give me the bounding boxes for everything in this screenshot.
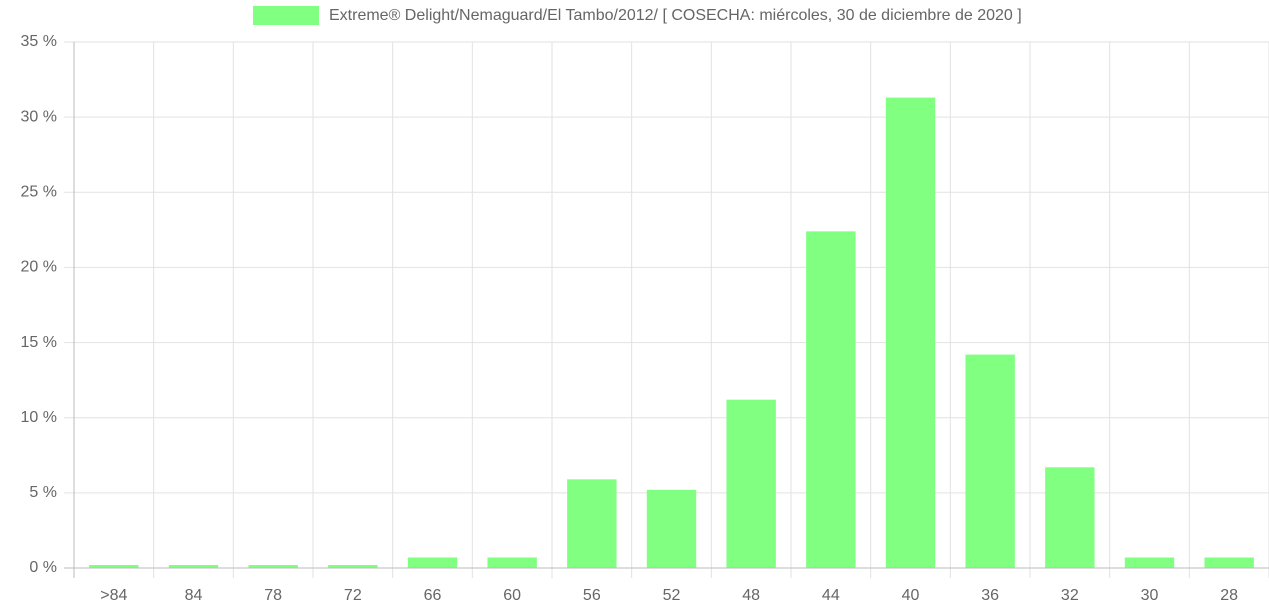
y-tick-label: 20 % — [21, 259, 57, 276]
y-tick-label: 15 % — [21, 334, 57, 351]
bar — [646, 489, 697, 568]
bar — [487, 557, 537, 568]
bar — [407, 557, 458, 568]
y-tick-label: 25 % — [21, 184, 57, 201]
bar — [248, 564, 298, 568]
x-tick-label: 72 — [344, 587, 362, 604]
x-tick-label: 48 — [742, 587, 760, 604]
bar — [567, 479, 617, 568]
bar — [806, 231, 856, 569]
y-tick-label: 0 % — [29, 559, 57, 576]
y-tick-label: 30 % — [21, 108, 57, 125]
bar — [1045, 467, 1095, 568]
x-tick-label: >84 — [100, 587, 127, 604]
x-tick-label: 36 — [981, 587, 999, 604]
x-tick-label: 78 — [264, 587, 282, 604]
bar — [965, 354, 1015, 568]
bar — [885, 97, 936, 568]
y-tick-label: 35 % — [21, 33, 57, 50]
bar — [168, 564, 219, 568]
x-tick-label: 56 — [583, 587, 601, 604]
legend-label[interactable]: Extreme® Delight/Nemaguard/El Tambo/2012… — [329, 7, 1022, 24]
y-tick-label: 5 % — [29, 484, 57, 501]
legend-swatch[interactable] — [253, 6, 319, 25]
x-tick-label: 32 — [1061, 587, 1079, 604]
x-tick-label: 84 — [185, 587, 203, 604]
bar — [1124, 557, 1175, 568]
x-tick-label: 40 — [902, 587, 920, 604]
x-tick-label: 30 — [1141, 587, 1159, 604]
bar — [89, 564, 139, 568]
x-tick-label: 44 — [822, 587, 840, 604]
x-tick-label: 60 — [503, 587, 521, 604]
x-tick-label: 66 — [424, 587, 442, 604]
y-tick-label: 10 % — [21, 409, 57, 426]
x-tick-label: 28 — [1220, 587, 1238, 604]
x-tick-label: 52 — [663, 587, 681, 604]
bar — [1204, 557, 1254, 568]
bar — [726, 399, 776, 568]
bar — [328, 564, 378, 568]
